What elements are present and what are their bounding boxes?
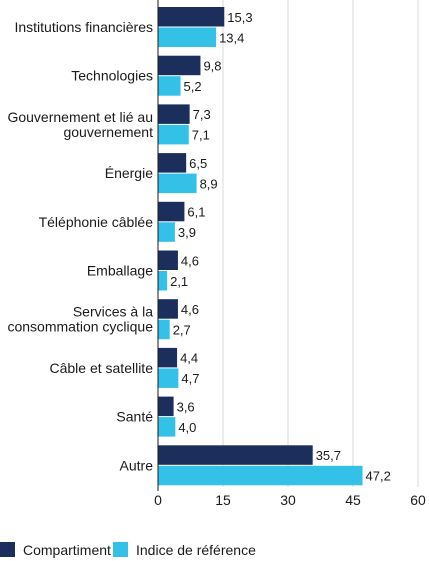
data-label: 7,1 [192, 128, 210, 143]
data-label: 35,7 [316, 448, 341, 463]
data-label: 4,6 [181, 302, 199, 317]
data-label: 6,1 [187, 205, 205, 220]
bar-compartiment [158, 104, 190, 124]
legend-label: Indice de référence [136, 542, 256, 558]
category-label: gouvernement [63, 124, 153, 140]
data-label: 8,9 [200, 176, 218, 191]
data-label: 4,6 [181, 253, 199, 268]
category-label: consommation cyclique [7, 319, 153, 335]
bar-compartiment [158, 347, 178, 368]
bar-indice-reference [158, 222, 175, 242]
bar-indice-reference [158, 27, 217, 47]
category-label: Services à la [73, 304, 153, 320]
category-label: Technologies [71, 68, 153, 84]
bar-indice-reference [158, 465, 363, 486]
bar-indice-reference [158, 76, 181, 96]
data-label: 47,2 [366, 469, 391, 484]
bar-compartiment [158, 153, 187, 173]
bar-indice-reference [158, 124, 189, 145]
bar-indice-reference [158, 368, 179, 388]
data-label: 15,3 [227, 10, 252, 25]
category-label: Autre [120, 457, 154, 473]
bar-compartiment [158, 445, 313, 465]
category-label: Câble et satellite [49, 360, 153, 376]
x-tick-label: 0 [154, 492, 162, 508]
category-label: Institutions financières [14, 19, 153, 35]
bar-indice-reference [158, 271, 168, 291]
data-label: 4,4 [180, 351, 198, 366]
x-tick-label: 45 [345, 492, 361, 508]
x-tick-label: 60 [410, 492, 426, 508]
data-label: 13,4 [219, 30, 244, 45]
bar-compartiment [158, 250, 178, 270]
data-label: 2,1 [170, 274, 188, 289]
data-label: 6,5 [189, 156, 207, 171]
labels: 15,3 13,4 Institutions financières 9,85,2 Te… [7, 10, 390, 484]
bar-compartiment [158, 201, 185, 222]
category-label: Santé [116, 409, 153, 425]
legend-swatch [0, 542, 15, 557]
x-tick-label: 30 [280, 492, 296, 508]
bar-indice-reference [158, 173, 197, 194]
category-label: Énergie [105, 165, 153, 181]
data-label: 9,8 [203, 58, 221, 73]
category-label: Téléphonie câblée [39, 214, 154, 230]
bar-compartiment [158, 55, 201, 76]
bars [158, 7, 363, 486]
bar-indice-reference [158, 319, 170, 340]
data-label: 4,0 [178, 420, 196, 435]
bar-compartiment [158, 299, 178, 319]
data-label: 2,7 [173, 322, 191, 337]
category-label: Emballage [87, 263, 153, 279]
data-label: 7,3 [193, 107, 211, 122]
bar-compartiment [158, 7, 225, 27]
legend-swatch [113, 542, 128, 557]
data-label: 3,6 [177, 399, 195, 414]
x-axis: 0 15 30 45 60 [154, 0, 426, 508]
data-label: 4,7 [181, 371, 199, 386]
data-label: 3,9 [178, 225, 196, 240]
bar-compartiment [158, 396, 174, 417]
category-label: Gouvernement et lié au [7, 109, 153, 125]
x-tick-label: 15 [215, 492, 231, 508]
bar-indice-reference [158, 417, 176, 437]
legend: Compartiment Indice de référence [0, 542, 256, 558]
legend-label: Compartiment [23, 542, 111, 558]
data-label: 5,2 [184, 79, 202, 94]
grid-lines [222, 0, 419, 487]
